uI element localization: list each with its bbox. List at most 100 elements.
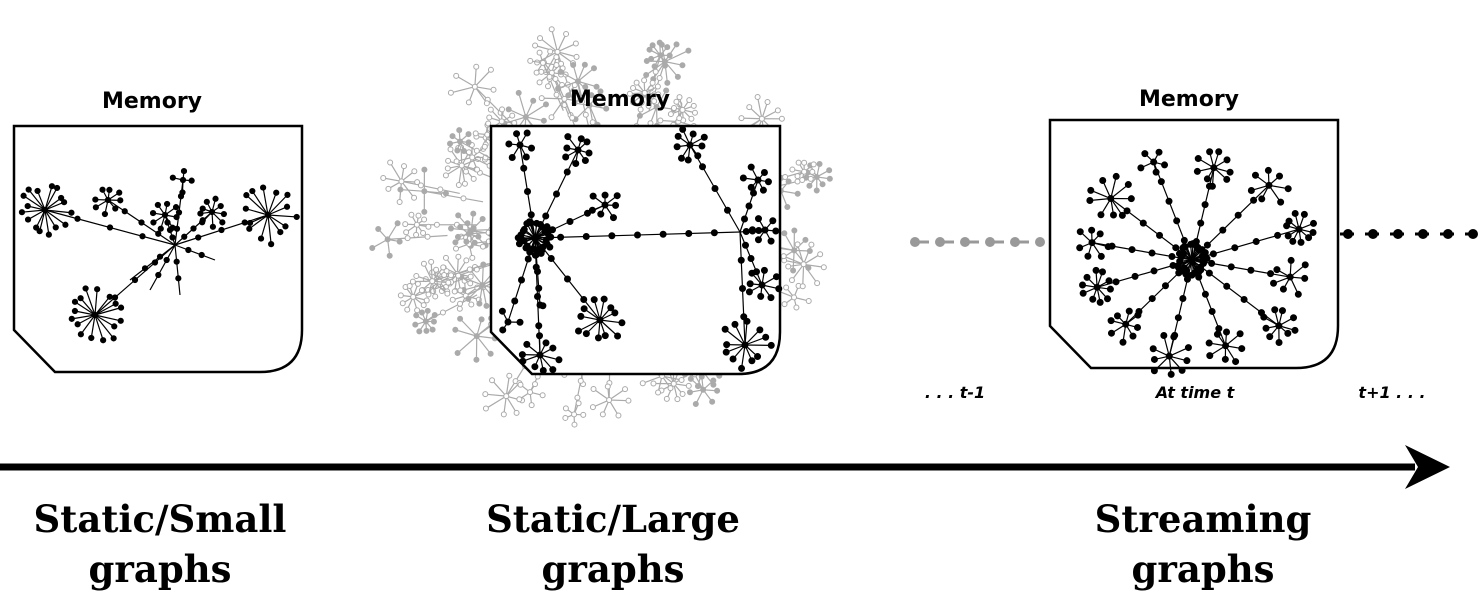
node [422,167,427,172]
node [92,312,97,317]
node [72,308,77,313]
node [528,145,534,151]
node [1080,290,1086,296]
node [1227,169,1233,175]
node [150,210,155,215]
node [746,289,752,295]
node [25,203,30,208]
node [1263,325,1269,331]
node [434,267,439,272]
node [802,160,807,165]
node [547,244,553,250]
node [425,234,430,239]
node [112,295,117,300]
node [467,267,472,272]
memory-label: Memory [102,89,202,114]
node [586,150,592,156]
node [1292,210,1298,216]
node [1106,278,1112,284]
node [807,183,812,188]
node [687,390,692,395]
node [779,116,784,121]
node [609,233,615,239]
node [458,301,463,306]
node [200,206,205,211]
node [674,144,680,150]
node [63,222,68,227]
node [1114,313,1120,319]
node [651,381,656,386]
node [470,255,475,260]
node [484,101,489,106]
node [562,96,567,101]
node [640,381,645,386]
node [1285,233,1291,239]
node [1285,330,1291,336]
node [1287,274,1293,280]
node [176,210,181,215]
node [1248,187,1254,193]
node [415,180,420,185]
node [470,155,475,160]
node [480,283,485,288]
node [540,367,546,373]
node [1265,167,1271,173]
node [485,132,490,137]
node [591,386,596,391]
node [749,358,755,364]
node [795,174,800,179]
node [458,316,463,321]
node [811,162,816,167]
node [142,266,147,271]
node [762,227,768,233]
node [434,222,439,227]
node [744,318,750,324]
node [563,154,569,160]
node [499,119,504,124]
node [414,222,419,227]
node [449,226,454,231]
node [422,189,427,194]
node [657,76,662,81]
node [755,95,760,100]
node [505,319,511,325]
node [512,298,518,304]
node [671,105,676,110]
node [537,333,543,339]
node [409,212,414,217]
node [531,98,536,103]
node [602,202,608,208]
node [680,107,685,112]
node [619,320,625,326]
node [1279,308,1285,314]
node [1153,169,1159,175]
node [453,327,458,332]
node [740,286,746,292]
node [548,234,554,240]
node [1089,227,1095,233]
node [1206,340,1212,346]
node [558,234,564,240]
node [802,169,807,174]
node [1113,279,1119,285]
node [1151,268,1157,274]
node [687,98,692,103]
node [53,225,58,230]
edge [486,396,506,408]
node [1100,177,1106,183]
node [474,357,479,362]
node [34,225,39,230]
node [170,175,175,180]
node [464,258,469,263]
node [93,205,98,210]
node [1211,165,1217,171]
node [445,291,450,296]
node [506,141,512,147]
node [791,268,796,273]
node [1168,371,1174,377]
node [534,70,539,75]
node [554,63,559,68]
node [663,63,668,68]
node [590,193,596,199]
node [468,281,473,286]
